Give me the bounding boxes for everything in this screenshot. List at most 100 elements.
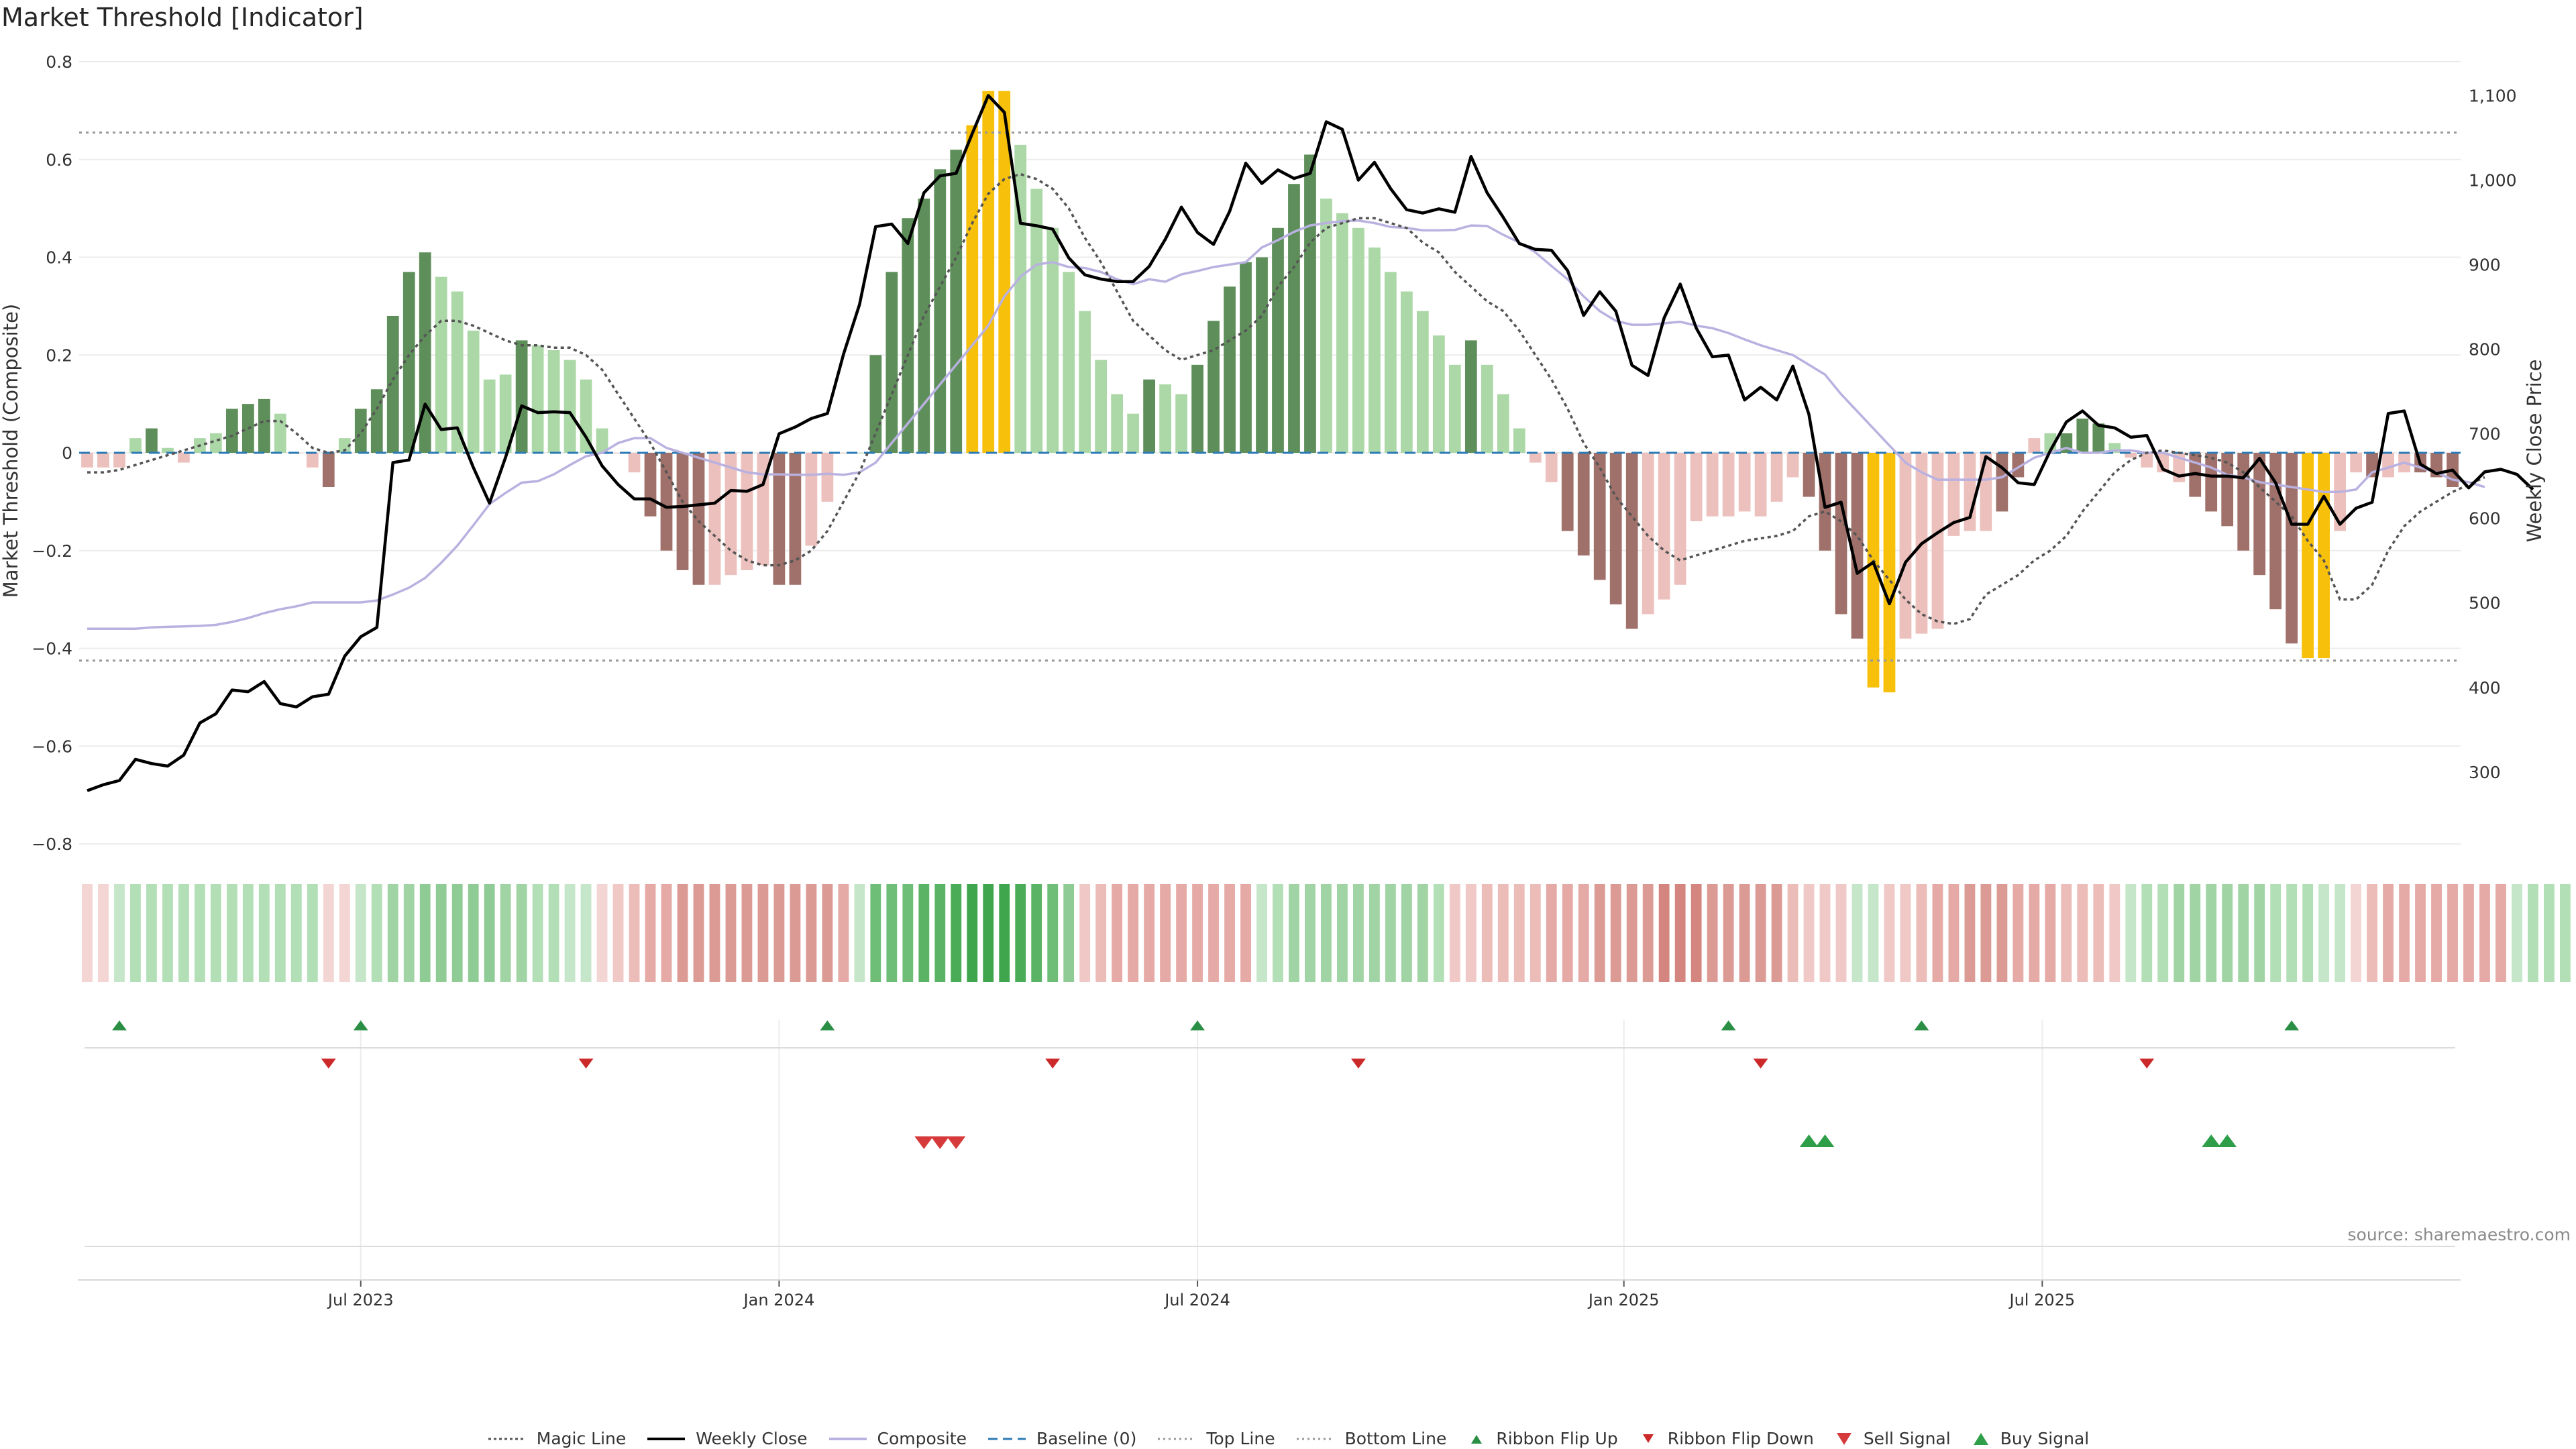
y-left-tick-label: 0.8 xyxy=(46,52,72,72)
y-left-tick-label: −0.4 xyxy=(32,639,72,659)
ribbon-cell xyxy=(1674,884,1686,982)
x-tick-label: Jan 2025 xyxy=(1587,1291,1660,1309)
weekly-close-line xyxy=(87,94,2534,792)
ribbon-cell xyxy=(1353,884,1364,982)
composite-bar xyxy=(1046,227,1059,453)
ribbon-cell xyxy=(419,884,431,982)
ribbon-cell xyxy=(1063,884,1075,982)
ribbon-cell xyxy=(98,884,109,982)
ribbon-cell xyxy=(1401,884,1412,982)
ribbon-cell xyxy=(1240,884,1251,982)
legend-label: Composite xyxy=(877,1429,967,1448)
ribbon-cell xyxy=(2334,884,2346,982)
ribbon-cell xyxy=(596,884,608,982)
ribbon-cell xyxy=(629,884,640,982)
y-left-tick-label: −0.8 xyxy=(32,835,72,854)
composite-bar xyxy=(2012,453,2025,478)
composite-bar xyxy=(1706,453,1719,517)
ribbon-cell xyxy=(387,884,398,982)
ribbon-cell xyxy=(709,884,720,982)
ribbon-cell xyxy=(226,884,237,982)
composite-bar xyxy=(1159,384,1171,453)
composite-bar xyxy=(1014,144,1027,453)
ribbon-cell xyxy=(934,884,946,982)
ribbon-cell xyxy=(484,884,495,982)
ribbon-cell xyxy=(1980,884,1992,982)
buy-signal-marker xyxy=(2218,1134,2237,1147)
ribbon-cell xyxy=(339,884,350,982)
composite-bar xyxy=(1079,311,1091,453)
ribbon-cell xyxy=(1481,884,1493,982)
ribbon-cell xyxy=(371,884,382,982)
composite-bar xyxy=(129,438,142,453)
composite-bar xyxy=(210,433,222,453)
legend-swatch xyxy=(1158,1438,1196,1440)
ribbon-cell xyxy=(1529,884,1541,982)
ribbon-cell xyxy=(2174,884,2185,982)
chart-title: Market Threshold [Indicator] xyxy=(1,3,364,32)
ribbon-cell xyxy=(1835,884,1847,982)
ribbon-cell xyxy=(82,884,93,982)
composite-bar xyxy=(1658,453,1670,600)
composite-bar xyxy=(1401,291,1413,453)
composite-bar xyxy=(1770,453,1783,502)
ribbon-flip-up-marker xyxy=(353,1020,368,1030)
ribbon-cell xyxy=(1594,884,1605,982)
ribbon-flip-up-marker xyxy=(1190,1020,1205,1030)
composite-bar xyxy=(1642,453,1654,614)
composite-bar xyxy=(1208,321,1220,453)
ribbon-cell xyxy=(146,884,157,982)
ribbon-cell xyxy=(773,884,785,982)
composite-bar xyxy=(1754,453,1767,517)
composite-bar xyxy=(370,389,383,453)
composite-bar xyxy=(741,453,753,570)
ribbon xyxy=(82,884,2576,982)
ribbon-cell xyxy=(323,884,334,982)
y-right-tick-label: 600 xyxy=(2469,509,2501,529)
ribbon-cell xyxy=(532,884,543,982)
ribbon-cell xyxy=(2479,884,2490,982)
composite-bar xyxy=(338,438,351,453)
ribbon-flip-up-marker xyxy=(111,1020,127,1030)
ribbon-cell xyxy=(1256,884,1267,982)
ribbon-cell xyxy=(2270,884,2282,982)
legend-swatch xyxy=(488,1438,526,1440)
ribbon-cell xyxy=(178,884,189,982)
buy-signal-marker xyxy=(1815,1134,1835,1147)
legend-swatch xyxy=(1296,1438,1334,1440)
y-left-tick-label: 0.2 xyxy=(46,345,72,365)
ribbon-cell xyxy=(999,884,1010,982)
y-right-tick-label: 400 xyxy=(2469,678,2501,698)
y-right-tick-label: 1,100 xyxy=(2469,86,2517,105)
composite-bar xyxy=(1980,453,1992,531)
composite-bar xyxy=(628,453,641,473)
y-left-tick-label: 0 xyxy=(62,443,72,463)
legend-label: Sell Signal xyxy=(1863,1429,1951,1448)
composite-bar xyxy=(982,91,995,453)
composite-bar xyxy=(515,340,528,453)
ribbon-cell xyxy=(1755,884,1766,982)
ribbon-cell xyxy=(1513,884,1525,982)
composite-bar xyxy=(258,398,270,453)
ribbon-cell xyxy=(1128,884,1139,982)
ribbon-cell xyxy=(1707,884,1718,982)
composite-bar xyxy=(692,453,705,585)
composite-bar xyxy=(2382,453,2394,478)
ribbon-flip-up-marker xyxy=(1721,1020,1736,1030)
ribbon-cell xyxy=(1690,884,1702,982)
ribbon-cell xyxy=(130,884,141,982)
ribbon-cell xyxy=(1578,884,1589,982)
composite-bar xyxy=(386,315,399,453)
composite-bar xyxy=(1224,286,1236,453)
ribbon-cell xyxy=(580,884,592,982)
ribbon-cell xyxy=(2190,884,2201,982)
ribbon-cell xyxy=(2061,884,2072,982)
ribbon-cell xyxy=(2222,884,2233,982)
composite-bar xyxy=(1593,453,1606,580)
composite-bar xyxy=(1288,184,1300,453)
composite-bar xyxy=(1448,364,1461,453)
ribbon-cell xyxy=(500,884,511,982)
ribbon-cell xyxy=(1626,884,1638,982)
composite-bar xyxy=(644,453,657,517)
